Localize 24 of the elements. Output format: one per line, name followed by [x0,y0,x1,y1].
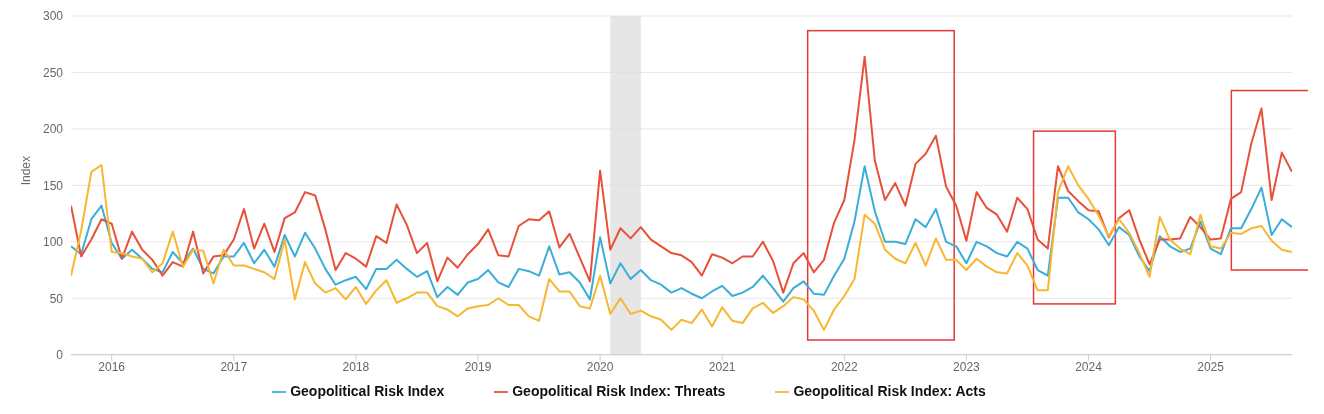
x-tick-label: 2017 [220,360,248,375]
y-tick-label: 250 [42,65,64,80]
x-tick-label: 2025 [1197,360,1225,375]
line-series [71,55,1292,294]
y-axis-title: Index [19,155,34,186]
y-tick-label: 150 [42,178,64,193]
x-tick-label: 2023 [953,360,981,375]
x-tick-label: 2016 [98,360,126,375]
x-tick-label: 2024 [1075,360,1103,375]
x-tick-label: 2021 [708,360,736,375]
legend-label: Geopolitical Risk Index [290,382,445,399]
y-tick-label: 50 [49,291,64,306]
line-series [71,165,1292,303]
y-tick-label: 100 [42,235,64,250]
legend-label: Geopolitical Risk Index: Threats [512,382,726,399]
y-tick-label: 300 [42,9,64,24]
y-tick-label: 0 [56,347,64,362]
x-tick-label: 2018 [342,360,370,375]
x-tick-label: 2020 [586,360,614,375]
legend-label: Geopolitical Risk Index: Acts [793,382,986,399]
x-tick-label: 2022 [830,360,858,375]
y-tick-label: 200 [42,122,64,137]
x-tick-label: 2019 [464,360,492,375]
line-series [71,164,1292,331]
